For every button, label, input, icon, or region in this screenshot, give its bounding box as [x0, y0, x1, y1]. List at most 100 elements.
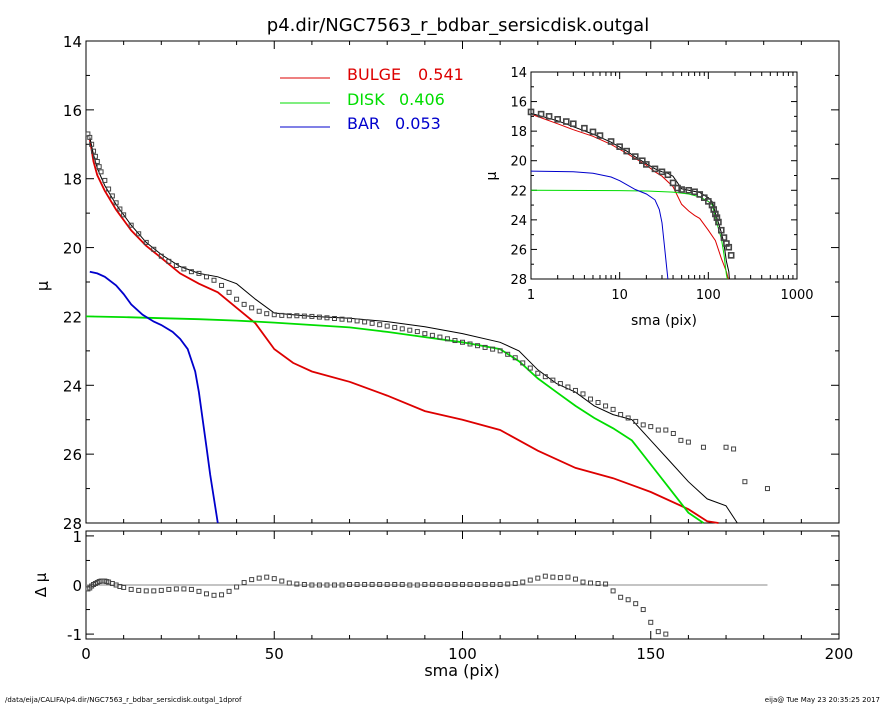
- residual-data-point: [550, 574, 556, 580]
- inset-observed-data-point: [705, 198, 712, 205]
- inset-observed-data-point: [596, 132, 604, 139]
- observed-data-point: [527, 365, 533, 371]
- observed-data-point: [731, 446, 737, 452]
- observed-data-point: [203, 274, 209, 280]
- main-plot-series: [85, 131, 770, 524]
- main-ytick-label: 28: [63, 515, 82, 533]
- residual-data-point: [264, 574, 270, 580]
- main-ytick-label: 24: [63, 377, 82, 395]
- observed-data-point: [117, 206, 123, 212]
- residual-data-point: [143, 588, 149, 594]
- main-ytick-label: 20: [63, 240, 82, 258]
- inset-ytick-label: 18: [510, 125, 527, 140]
- observed-data-point: [384, 323, 390, 329]
- observed-data-point: [610, 406, 616, 412]
- residual-xtick-label: 200: [825, 645, 854, 663]
- observed-data-point: [399, 326, 405, 332]
- residual-xtick-label: 100: [448, 645, 477, 663]
- inset-observed-data-point: [669, 179, 677, 187]
- residual-data-point: [279, 578, 285, 584]
- inset-bar-profile-line: [530, 170, 669, 280]
- observed-data-point: [219, 282, 225, 288]
- legend: BULGE 0.541 DISK 0.406 BAR 0.053: [280, 65, 464, 133]
- observed-data-point: [264, 311, 270, 317]
- observed-data-point: [550, 377, 556, 383]
- residual-data-point: [437, 582, 443, 588]
- residual-data-point: [625, 597, 631, 603]
- residual-data-point: [196, 588, 202, 594]
- observed-data-point: [640, 422, 646, 428]
- inset-observed-data-point: [537, 110, 545, 118]
- residual-data-point: [309, 582, 315, 588]
- observed-data-point: [173, 262, 179, 268]
- residual-data-point: [181, 586, 187, 592]
- observed-data-point: [316, 314, 322, 320]
- observed-data-point: [354, 318, 360, 324]
- observed-data-point: [429, 332, 435, 338]
- inset-observed-data-point: [712, 210, 719, 218]
- observed-data-point: [151, 246, 157, 252]
- observed-data-point: [437, 334, 443, 340]
- residual-data-point: [339, 582, 345, 588]
- inset-observed-data-point: [678, 186, 685, 193]
- observed-data-point: [128, 222, 134, 228]
- observed-data-point: [256, 308, 262, 314]
- observed-data-point: [422, 331, 428, 337]
- residual-data-point: [535, 575, 541, 581]
- observed-data-point: [572, 387, 578, 393]
- residual-data-point: [633, 601, 639, 607]
- observed-data-point: [181, 266, 187, 272]
- inset-observed-data-point: [545, 113, 553, 120]
- main-plot-axes: 14 16 18 20 22 24 26 28: [63, 33, 840, 533]
- observed-data-point: [392, 324, 398, 330]
- observed-data-point: [625, 415, 631, 421]
- legend-label-disk: DISK: [347, 90, 385, 109]
- bar-profile-line: [89, 270, 219, 524]
- residual-data-point: [362, 582, 368, 588]
- observed-data-point: [700, 444, 706, 450]
- inset-ytick-label: 16: [510, 96, 527, 111]
- residual-plot-series: [85, 573, 669, 637]
- observed-data-point: [557, 381, 563, 387]
- inset-observed-data-point: [725, 243, 733, 251]
- residual-data-point: [588, 580, 594, 586]
- observed-data-point: [158, 253, 164, 259]
- observed-data-point: [279, 312, 285, 318]
- residual-data-point: [580, 579, 586, 585]
- observed-data-point: [102, 177, 108, 183]
- residual-data-point: [294, 581, 300, 587]
- observed-data-point: [109, 193, 115, 199]
- inset-plot-axes: 14 16 18 20 22 24 26 281 10 100 1000: [510, 66, 813, 303]
- residual-data-point: [331, 582, 337, 588]
- inset-bulge-profile-line: [530, 113, 729, 280]
- residual-y-axis-label: Δ μ: [32, 572, 50, 597]
- residual-data-point: [324, 582, 330, 588]
- observed-data-point: [196, 270, 202, 276]
- legend-label-bulge: BULGE: [347, 65, 401, 84]
- residual-data-point: [655, 629, 661, 635]
- chart-title: p4.dir/NGC7563_r_bdbar_sersicdisk.outgal: [267, 15, 649, 36]
- footer-file-path: /data/eija/CALIFA/p4.dir/NGC7563_r_bdbar…: [5, 696, 242, 704]
- inset-xtick-label: 1000: [780, 288, 813, 303]
- inset-observed-data-point: [616, 143, 623, 150]
- observed-data-point: [331, 315, 337, 321]
- observed-data-point: [143, 239, 149, 245]
- inset-ytick-label: 14: [510, 66, 527, 81]
- residual-data-point: [505, 581, 511, 587]
- inset-observed-data-point: [639, 157, 646, 165]
- observed-data-point: [505, 351, 511, 357]
- residual-data-point: [219, 592, 225, 598]
- observed-data-point: [542, 374, 548, 380]
- inset-xtick-label: 100: [696, 288, 721, 303]
- observed-data-point: [678, 437, 684, 443]
- bulge-profile-line: [88, 138, 719, 524]
- main-ytick-label: 14: [63, 33, 82, 51]
- inset-ytick-label: 24: [510, 214, 527, 229]
- inset-observed-data-point: [527, 108, 535, 116]
- inset-observed-data-point: [727, 252, 735, 259]
- residual-data-point: [648, 619, 654, 625]
- observed-data-point: [603, 403, 609, 409]
- observed-data-point: [136, 231, 142, 237]
- observed-data-point: [618, 412, 624, 418]
